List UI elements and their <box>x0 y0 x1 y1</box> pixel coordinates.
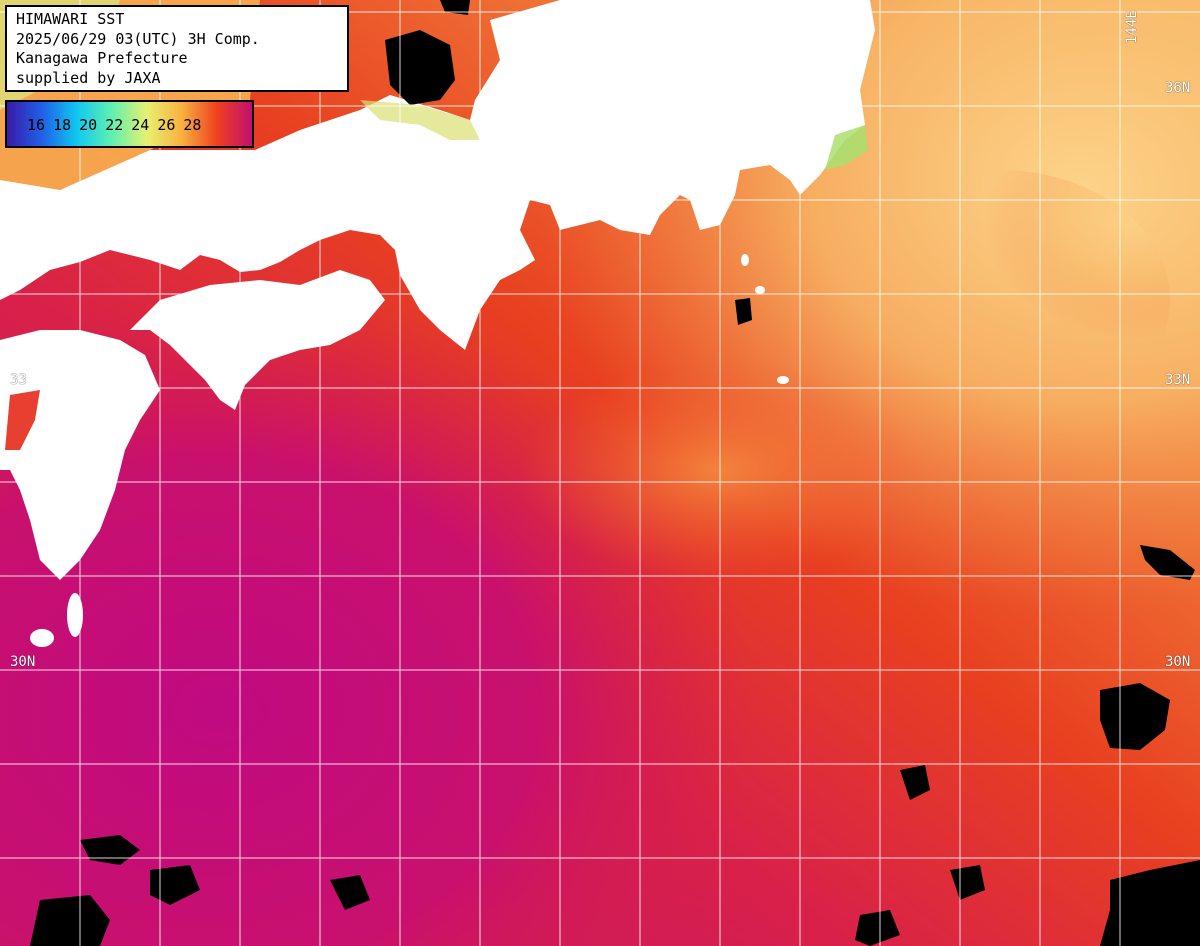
lat-label-36n: 36N <box>1165 80 1191 96</box>
cloud-patch-sw-2 <box>150 865 200 905</box>
cloud-patch-mid <box>900 765 930 800</box>
legend-label: 20 <box>79 116 98 134</box>
lat-label-33n-left: 33 <box>10 372 27 388</box>
cloud-patch-sw-3 <box>30 895 110 946</box>
lat-label-33n: 33N <box>1165 372 1191 388</box>
osaka-bay-cool <box>360 100 480 140</box>
info-title: HIMAWARI SST <box>16 10 125 28</box>
info-region: Kanagawa Prefecture <box>16 49 188 67</box>
cloud-patch-s-2 <box>855 910 900 946</box>
cloud-patch-far-se <box>1100 860 1200 946</box>
cloud-patch-e <box>1140 545 1195 580</box>
legend-label: 24 <box>131 116 150 134</box>
cloud-patch-se <box>1100 683 1170 750</box>
land-cloud-patch-2 <box>440 0 470 15</box>
legend-color-bar <box>7 102 252 146</box>
honshu-land <box>0 0 875 350</box>
shikoku-land <box>130 270 385 410</box>
info-datetime: 2025/06/29 03(UTC) 3H Comp. <box>16 29 260 48</box>
islet-4 <box>482 158 498 182</box>
legend-labels: 16 18 20 22 24 26 28 <box>27 116 201 134</box>
kyushu-bay <box>5 390 40 450</box>
izu-island-2 <box>755 286 765 294</box>
lat-label-30n: 30N <box>1165 654 1191 670</box>
tanegashima-island <box>67 593 83 637</box>
legend-label: 16 <box>27 116 46 134</box>
lon-label-144e: 144E <box>1124 10 1140 44</box>
legend-label: 26 <box>157 116 176 134</box>
izu-island-3 <box>741 254 749 266</box>
kanto-coastal-cool <box>825 125 868 170</box>
izu-island-1 <box>777 376 789 384</box>
legend-label: 22 <box>105 116 124 134</box>
cloud-patch-s <box>330 875 370 910</box>
land-cloud-patch <box>385 30 455 105</box>
info-box: HIMAWARI SST 2025/06/29 03(UTC) 3H Comp. K… <box>5 5 349 92</box>
temperature-legend: 16 18 20 22 24 26 28 <box>5 100 254 148</box>
legend-label: 28 <box>183 116 202 134</box>
legend-label: 18 <box>53 116 72 134</box>
yakushima-island <box>30 629 54 647</box>
info-source: supplied by JAXA <box>16 68 161 87</box>
eddy-feature-2 <box>830 170 1170 430</box>
lat-label-30n-left: 30N <box>10 654 36 670</box>
cloud-patch-s-3 <box>950 865 985 900</box>
cloud-patch-izu <box>735 298 752 325</box>
